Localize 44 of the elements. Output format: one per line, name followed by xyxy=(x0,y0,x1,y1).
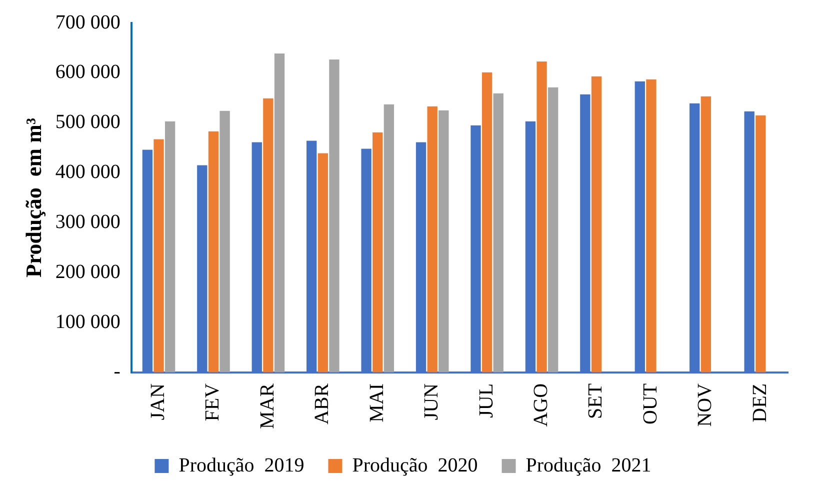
bar xyxy=(263,98,274,372)
bar xyxy=(536,61,547,372)
x-tick-label: MAI xyxy=(366,383,388,422)
bar xyxy=(329,59,340,372)
bar xyxy=(372,132,383,372)
y-tick-label: 300 000 xyxy=(55,210,120,233)
bar xyxy=(756,115,766,372)
y-tick-label: 200 000 xyxy=(55,260,120,283)
legend-label: Produção 2021 xyxy=(526,454,652,476)
x-tick-label: AGO xyxy=(530,383,552,427)
x-tick-label: NOV xyxy=(694,382,716,427)
bar xyxy=(384,104,394,372)
y-tick-label: 100 000 xyxy=(55,310,120,333)
bar xyxy=(493,93,504,372)
bar xyxy=(220,110,230,372)
x-tick-label: DEZ xyxy=(748,383,771,422)
bar xyxy=(164,121,176,372)
y-tick-label: 500 000 xyxy=(55,111,120,134)
bar xyxy=(646,79,656,372)
legend-label: Produção 2019 xyxy=(178,454,304,476)
bar xyxy=(208,131,219,372)
x-tick-label: JUL xyxy=(475,383,498,418)
y-tick-label: 400 000 xyxy=(55,161,120,184)
x-tick-label: ABR xyxy=(311,382,334,425)
x-tick-label: MAR xyxy=(256,382,278,430)
y-tick-label: 700 000 xyxy=(55,11,120,34)
bar xyxy=(548,87,558,372)
x-tick-label: SET xyxy=(584,383,607,419)
bar xyxy=(427,106,438,372)
x-tick-label: JUN xyxy=(420,383,443,420)
bar xyxy=(154,139,164,372)
bar xyxy=(700,96,712,372)
bar xyxy=(274,53,285,372)
y-tick-label: - xyxy=(114,360,120,383)
bar xyxy=(482,72,492,372)
x-tick-label: JAN xyxy=(147,383,170,420)
bar xyxy=(438,110,449,372)
y-axis-title: Produção em m³ xyxy=(20,118,46,278)
x-tick-label: OUT xyxy=(639,383,662,425)
legend-label: Produção 2020 xyxy=(352,454,478,476)
x-tick-label: FEV xyxy=(202,382,224,422)
bar xyxy=(591,76,602,372)
y-tick-label: 600 000 xyxy=(55,61,120,84)
bar xyxy=(318,153,328,372)
